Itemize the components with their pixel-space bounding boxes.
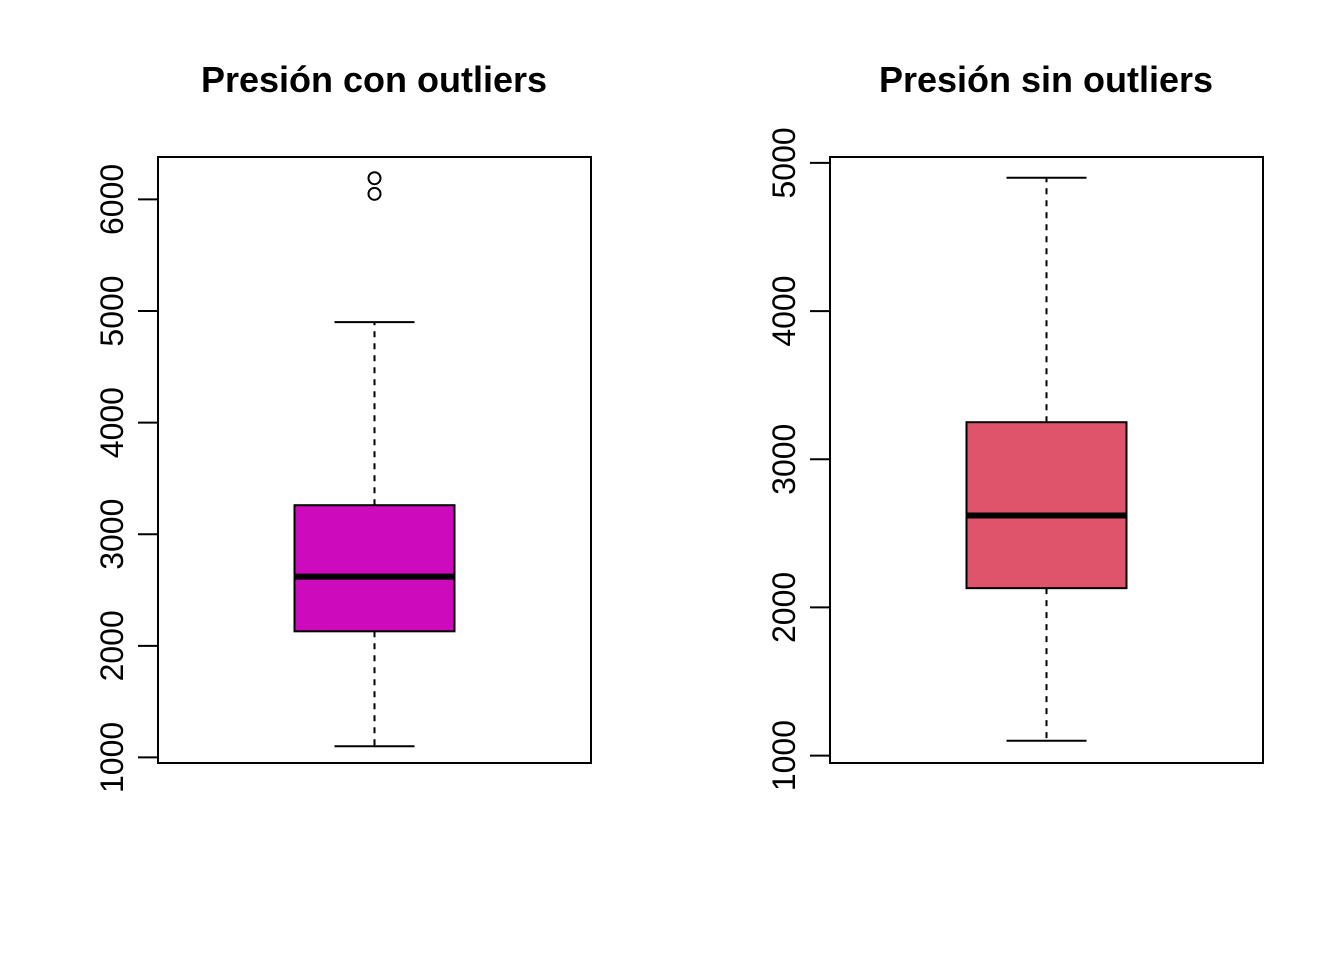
outlier-point (367, 171, 382, 186)
outlier-point (367, 186, 382, 201)
y-tick-label: 4000 (94, 387, 130, 458)
y-tick-label: 5000 (766, 127, 802, 198)
y-tick-label: 6000 (94, 164, 130, 235)
chart-title: Presión con outliers (201, 59, 547, 100)
y-tick-label: 3000 (766, 424, 802, 495)
y-tick-label: 2000 (766, 572, 802, 643)
y-tick-label: 3000 (94, 499, 130, 570)
y-tick-label: 1000 (94, 722, 130, 793)
iqr-box (293, 504, 456, 633)
y-tick-label: 5000 (94, 275, 130, 346)
panel-presion-sin-outliers: Presión sin outliers 1000 2000 3000 4000 500… (766, 59, 1264, 791)
y-tick-label: 2000 (94, 610, 130, 681)
y-tick-label: 4000 (766, 275, 802, 346)
panel-presion-con-outliers: Presión con outliers 1000 2000 3000 4000 500… (94, 59, 592, 793)
iqr-box (965, 421, 1128, 590)
y-tick-label: 1000 (766, 720, 802, 791)
chart-title: Presión sin outliers (879, 59, 1213, 100)
